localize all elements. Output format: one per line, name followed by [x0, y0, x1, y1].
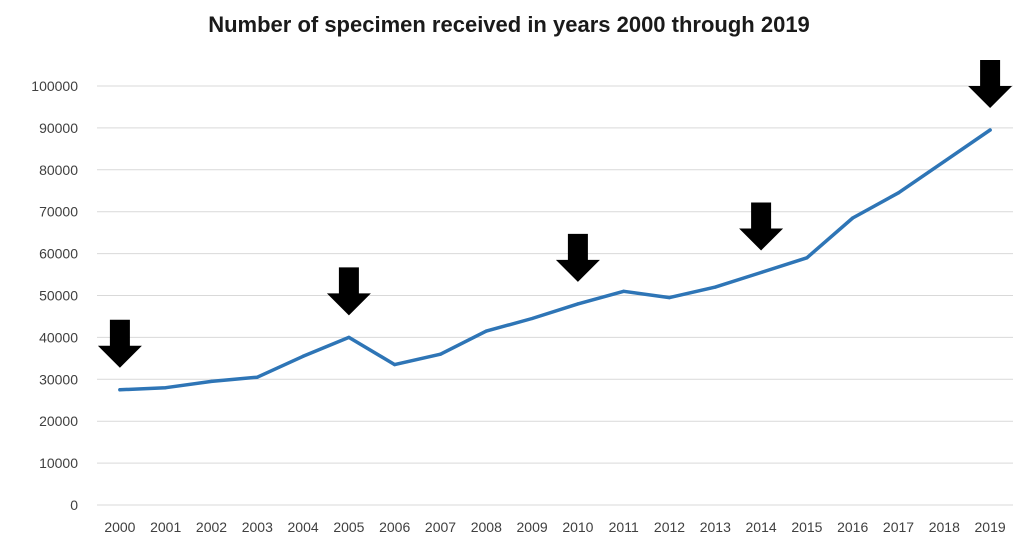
- y-tick-label: 50000: [39, 288, 78, 304]
- data-point: [943, 160, 946, 163]
- data-point: [622, 290, 625, 293]
- x-tick-label: 2005: [333, 519, 364, 535]
- data-point: [256, 376, 259, 379]
- down-arrow-icon: [327, 267, 371, 315]
- x-tick-label: 2011: [609, 519, 639, 535]
- x-tick-label: 2016: [837, 519, 868, 535]
- x-tick-label: 2000: [104, 519, 135, 535]
- y-tick-label: 30000: [39, 371, 78, 387]
- data-point: [576, 302, 579, 305]
- x-tick-label: 2001: [150, 519, 181, 535]
- data-point: [347, 336, 350, 339]
- y-tick-label: 0: [70, 497, 78, 513]
- x-tick-label: 2002: [196, 519, 227, 535]
- y-tick-label: 90000: [39, 120, 78, 136]
- x-tick-label: 2006: [379, 519, 410, 535]
- data-point: [210, 380, 213, 383]
- x-tick-label: 2015: [791, 519, 822, 535]
- data-point: [164, 386, 167, 389]
- down-arrow-icon: [739, 202, 783, 250]
- x-tick-label: 2017: [883, 519, 914, 535]
- y-tick-label: 70000: [39, 204, 78, 220]
- x-tick-label: 2018: [929, 519, 960, 535]
- x-tick-label: 2014: [746, 519, 777, 535]
- x-tick-label: 2013: [700, 519, 731, 535]
- data-point: [439, 353, 442, 356]
- data-point: [897, 191, 900, 194]
- y-tick-label: 60000: [39, 246, 78, 262]
- data-point: [760, 271, 763, 274]
- data-point: [302, 355, 305, 358]
- data-point: [485, 330, 488, 333]
- x-tick-label: 2004: [288, 519, 319, 535]
- y-tick-label: 10000: [39, 455, 78, 471]
- x-tick-label: 2008: [471, 519, 502, 535]
- series-line: [120, 130, 990, 390]
- x-tick-label: 2019: [975, 519, 1006, 535]
- down-arrow-icon: [556, 234, 600, 282]
- data-point: [805, 256, 808, 259]
- x-tick-label: 2003: [242, 519, 273, 535]
- y-tick-label: 20000: [39, 413, 78, 429]
- x-tick-label: 2007: [425, 519, 456, 535]
- y-tick-label: 80000: [39, 162, 78, 178]
- data-point: [531, 317, 534, 320]
- data-point: [714, 286, 717, 289]
- x-tick-label: 2009: [517, 519, 548, 535]
- data-point: [393, 363, 396, 366]
- x-tick-label: 2010: [562, 519, 593, 535]
- down-arrow-icon: [98, 320, 142, 368]
- data-point: [118, 388, 121, 391]
- y-tick-label: 40000: [39, 329, 78, 345]
- y-tick-label: 100000: [31, 78, 78, 94]
- down-arrow-icon: [968, 60, 1012, 108]
- data-point: [989, 128, 992, 131]
- data-point: [851, 216, 854, 219]
- x-tick-label: 2012: [654, 519, 685, 535]
- data-point: [668, 296, 671, 299]
